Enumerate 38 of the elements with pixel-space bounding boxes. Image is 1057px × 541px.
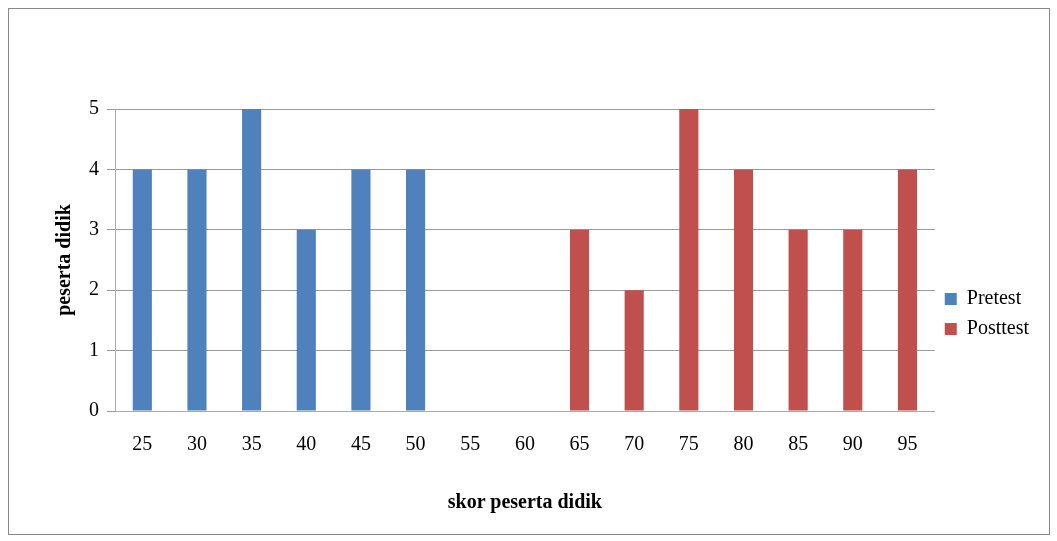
y-axis-title: peserta didik: [52, 203, 76, 316]
bar: [406, 169, 426, 411]
x-tick-label: 70: [624, 432, 645, 455]
bar: [733, 169, 754, 411]
x-tick-label: 85: [788, 432, 809, 455]
x-tick-label: 55: [460, 432, 481, 455]
x-tick-label: 90: [842, 432, 863, 455]
x-tick-label: 65: [569, 432, 590, 455]
x-tick-label: 30: [186, 432, 207, 455]
bar: [242, 109, 262, 411]
x-axis-title: skor peserta didik: [447, 490, 603, 514]
bar: [569, 229, 590, 411]
bar: [624, 290, 644, 411]
x-tick-label: 95: [897, 432, 918, 455]
x-tick-label: 35: [241, 432, 262, 455]
bar: [132, 169, 152, 411]
y-tick-label: 1: [89, 337, 99, 360]
bar: [843, 229, 863, 411]
x-tick-label: 45: [350, 432, 371, 455]
bar: [788, 229, 808, 411]
legend-label: Pretest: [966, 286, 1022, 309]
bar: [897, 169, 917, 411]
bar: [679, 109, 699, 411]
x-tick-label: 25: [132, 432, 153, 455]
legend-label: Posttest: [966, 316, 1030, 339]
y-tick-label: 3: [89, 217, 99, 240]
x-tick-label: 60: [514, 432, 535, 455]
y-tick-label: 2: [89, 277, 99, 300]
y-tick-label: 0: [89, 398, 99, 421]
x-tick-label: 50: [405, 432, 426, 455]
bar: [296, 229, 316, 411]
bar: [351, 169, 371, 411]
x-tick-label: 80: [733, 432, 754, 455]
bar: [187, 169, 207, 411]
x-tick-label: 75: [678, 432, 699, 455]
x-tick-label: 40: [296, 432, 317, 455]
y-tick-label: 4: [89, 156, 99, 179]
y-tick-label: 5: [89, 96, 99, 119]
